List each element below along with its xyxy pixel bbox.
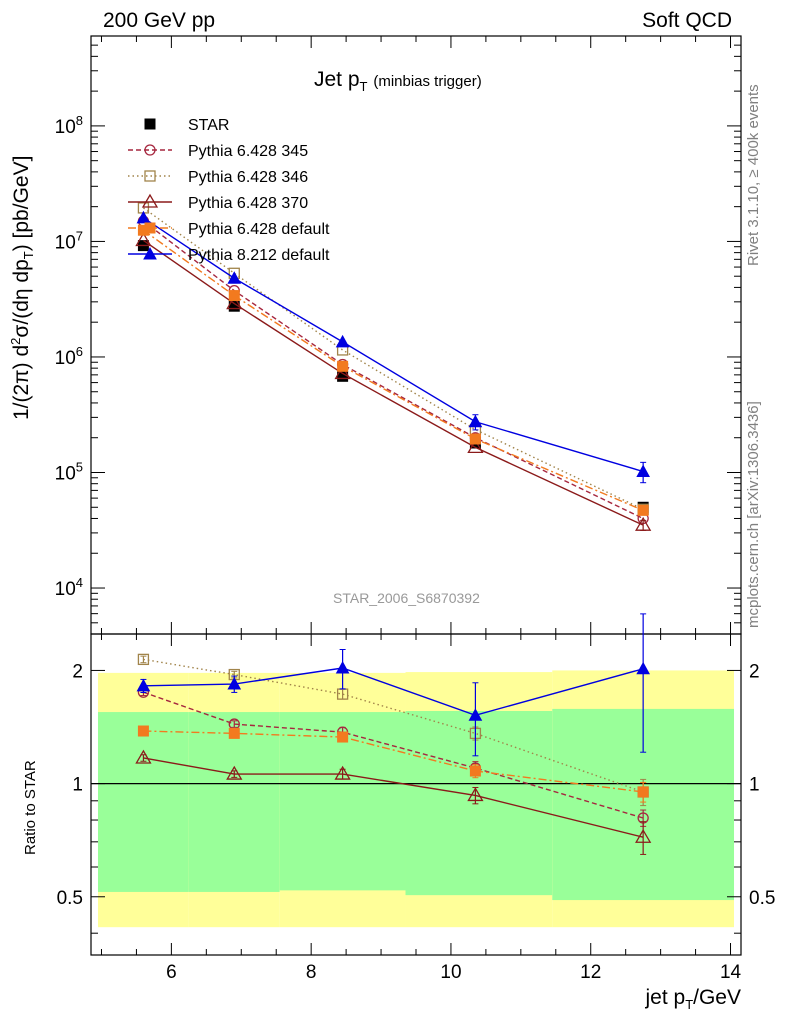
plot-title: Jet pT (minbias trigger)	[314, 68, 482, 94]
x-axis-title: jet pT/GeV	[645, 986, 741, 1013]
main-point	[637, 504, 649, 516]
ratio-y-tick-label-right: 1	[749, 775, 760, 796]
legend: STAR Pythia 6.428 345 Pythia 6.428 346 Pyth…	[128, 117, 330, 264]
ratio-series-4	[136, 613, 650, 757]
ratio-point	[467, 787, 484, 802]
main-series-3	[135, 232, 652, 531]
main-point	[135, 232, 152, 247]
ratio-point	[334, 765, 351, 780]
ratio-point	[228, 727, 240, 739]
ratio-series-3	[137, 725, 649, 803]
x-ticks	[100, 36, 732, 955]
ratio-point	[226, 765, 243, 780]
green-band	[188, 712, 280, 892]
ratio-point	[136, 678, 151, 692]
main-line	[143, 229, 644, 512]
ratio-point	[227, 677, 242, 690]
green-band	[97, 712, 189, 892]
legend-marker	[144, 170, 156, 182]
legend-label: Pythia 6.428 370	[188, 195, 308, 212]
legend-marker	[144, 144, 156, 156]
legend-label: Pythia 8.212 default	[188, 247, 330, 264]
y-tick-label: 107	[55, 228, 83, 253]
legend-marker	[143, 246, 157, 260]
x-tick-label: 10	[440, 962, 461, 983]
ratio-point	[468, 708, 483, 721]
ratio-point	[337, 731, 349, 743]
y-tick-label: 106	[55, 344, 83, 369]
main-point	[468, 414, 483, 428]
plot-title-main: Jet p	[314, 68, 360, 91]
x-tick-label: 6	[166, 962, 177, 983]
analysis-id: STAR_2006_S6870392	[333, 590, 480, 606]
ratio-point	[469, 765, 481, 777]
ratio-y-tick-label: 2	[72, 661, 83, 682]
ratio-point	[637, 786, 649, 798]
main-y-ticks	[91, 35, 741, 635]
x-tick-label: 8	[306, 962, 317, 983]
legend-marker	[141, 193, 159, 208]
main-point	[635, 516, 652, 531]
legend-label: STAR	[188, 117, 229, 134]
ratio-point	[137, 653, 150, 666]
main-series-5	[136, 210, 650, 484]
x-tick-label: 12	[580, 962, 601, 983]
green-band	[405, 710, 553, 896]
ratio-y-tick-label-right: 0.5	[749, 888, 775, 909]
ratio-point	[636, 661, 650, 675]
main-point	[335, 334, 350, 348]
legend-marker	[144, 118, 156, 130]
ratio-point	[335, 660, 350, 674]
plot-title-note: (minbias trigger)	[373, 73, 482, 90]
main-point	[227, 271, 242, 284]
ratio-y-tick-label: 1	[72, 775, 83, 796]
ratio-point	[137, 725, 149, 737]
main-point	[334, 365, 351, 380]
ratio-y-tick-label: 0.5	[57, 888, 83, 909]
header-right: Soft QCD	[642, 9, 732, 32]
main-point	[226, 295, 243, 310]
header-left: 200 GeV pp	[103, 9, 216, 32]
legend-label: Pythia 6.428 345	[188, 143, 308, 160]
ratio-point	[635, 828, 652, 843]
legend-label: Pythia 6.428 346	[188, 169, 308, 186]
main-point	[228, 290, 240, 302]
y-tick-label: 105	[55, 459, 83, 484]
ratio-y-tick-label-right: 2	[749, 661, 760, 682]
main-point	[636, 464, 650, 478]
ratio-y-ticks	[91, 669, 741, 934]
y-tick-label: 104	[55, 575, 83, 600]
main-point	[337, 360, 349, 372]
main-point	[469, 433, 481, 445]
legend-marker	[144, 222, 156, 234]
plot-title-sub: T	[359, 79, 368, 95]
ratio-bands	[97, 670, 735, 928]
legend-label: Pythia 6.428 default	[188, 221, 330, 238]
main-point	[467, 439, 484, 454]
ratio-series-2	[135, 749, 652, 855]
x-tick-label: 14	[720, 962, 742, 983]
main-line	[143, 239, 644, 526]
ratio-point	[135, 749, 152, 764]
main-point	[136, 210, 151, 224]
main-line	[142, 220, 644, 520]
y-tick-label: 108	[55, 113, 83, 138]
main-series-4	[137, 224, 649, 516]
